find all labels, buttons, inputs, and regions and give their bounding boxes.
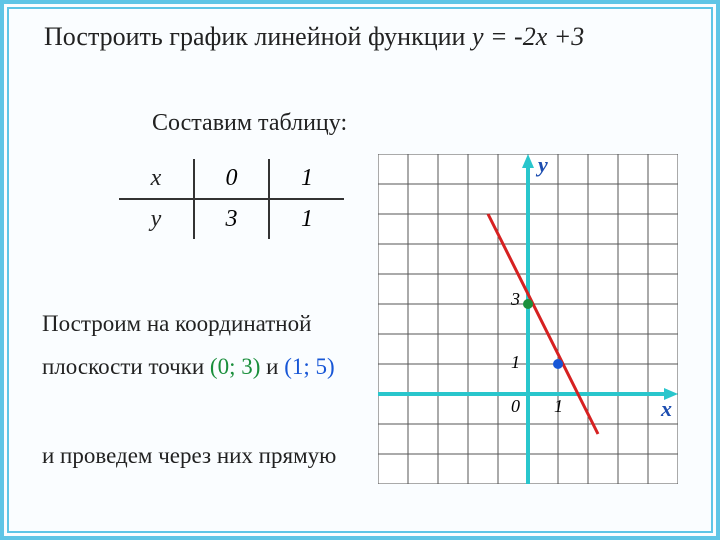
title-function: у = -2х +3 <box>472 22 584 51</box>
body-line-2-mid: и <box>260 354 284 379</box>
table-cell: 0 <box>194 159 269 199</box>
axis-num-1y: 1 <box>511 352 520 373</box>
axis-label-y: у <box>538 152 548 178</box>
body-line-2: плоскости точки (0; 3) и (1; 5) <box>42 349 335 385</box>
table-cell: 1 <box>269 159 344 199</box>
value-table: х 0 1 у 3 1 <box>119 159 344 239</box>
point-green: (0; 3) <box>210 354 260 379</box>
axis-num-3: 3 <box>511 289 520 310</box>
table-row: у 3 1 <box>119 199 344 239</box>
table-cell: 3 <box>194 199 269 239</box>
axis-num-0: 0 <box>511 396 520 417</box>
point-blue: (1; 5) <box>284 354 334 379</box>
axis-num-1x: 1 <box>554 396 563 417</box>
table-row: х 0 1 <box>119 159 344 199</box>
axis-label-x: х <box>661 396 672 422</box>
title-text: Построить график линейной функции <box>44 22 472 51</box>
table-cell: 1 <box>269 199 344 239</box>
body-line-3: и проведем через них прямую <box>42 438 336 474</box>
coordinate-chart: у х 3 1 0 1 <box>378 154 678 484</box>
table-cell: х <box>119 159 194 199</box>
body-line-2-pre: плоскости точки <box>42 354 210 379</box>
page-title: Построить график линейной функции у = -2… <box>44 22 584 52</box>
subtitle: Составим таблицу: <box>152 110 347 137</box>
chart-svg <box>378 154 678 484</box>
table-cell: у <box>119 199 194 239</box>
body-line-1: Построим на координатной <box>42 306 311 342</box>
